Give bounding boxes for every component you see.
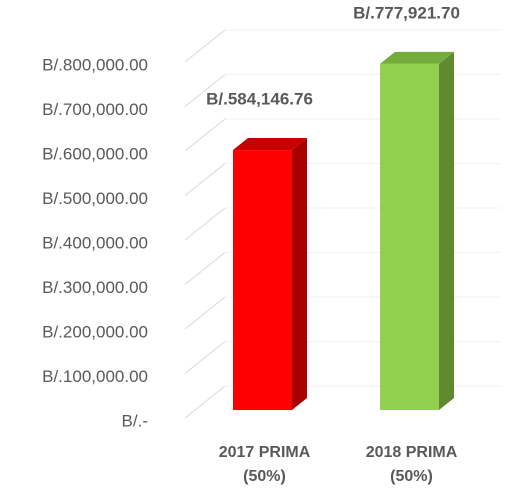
bar-side: [439, 51, 454, 411]
x-tick-label: 2017 PRIMA (50%): [218, 444, 311, 485]
grid-line: [184, 296, 226, 330]
y-tick-label: B/.500,000.00: [42, 189, 148, 208]
bar-side: [292, 138, 307, 410]
bar: [380, 63, 439, 411]
grid-line: [184, 163, 226, 196]
x-tick-label: 2018 PRIMA (50%): [365, 444, 458, 485]
grid-line: [184, 207, 226, 241]
grid-line: [184, 252, 226, 285]
grid-line: [184, 29, 226, 63]
y-tick-label: B/.700,000.00: [42, 100, 148, 119]
y-tick-label: B/.-: [122, 411, 148, 430]
y-tick-label: B/.600,000.00: [42, 144, 148, 163]
grid-line: [184, 341, 226, 374]
data-label: B/.777,921.70: [353, 3, 460, 22]
bar-top: [233, 138, 307, 151]
bar-top: [380, 51, 454, 64]
grid-line: [184, 74, 226, 107]
data-label: B/.584,146.76: [206, 90, 313, 109]
grid-line: [184, 385, 226, 419]
y-tick-label: B/.100,000.00: [42, 367, 148, 386]
y-tick-label: B/.300,000.00: [42, 278, 148, 297]
y-tick-label: B/.800,000.00: [42, 55, 148, 74]
y-tick-label: B/.400,000.00: [42, 233, 148, 252]
grid-line: [184, 118, 226, 152]
y-tick-label: B/.200,000.00: [42, 322, 148, 341]
bar: [233, 150, 292, 410]
